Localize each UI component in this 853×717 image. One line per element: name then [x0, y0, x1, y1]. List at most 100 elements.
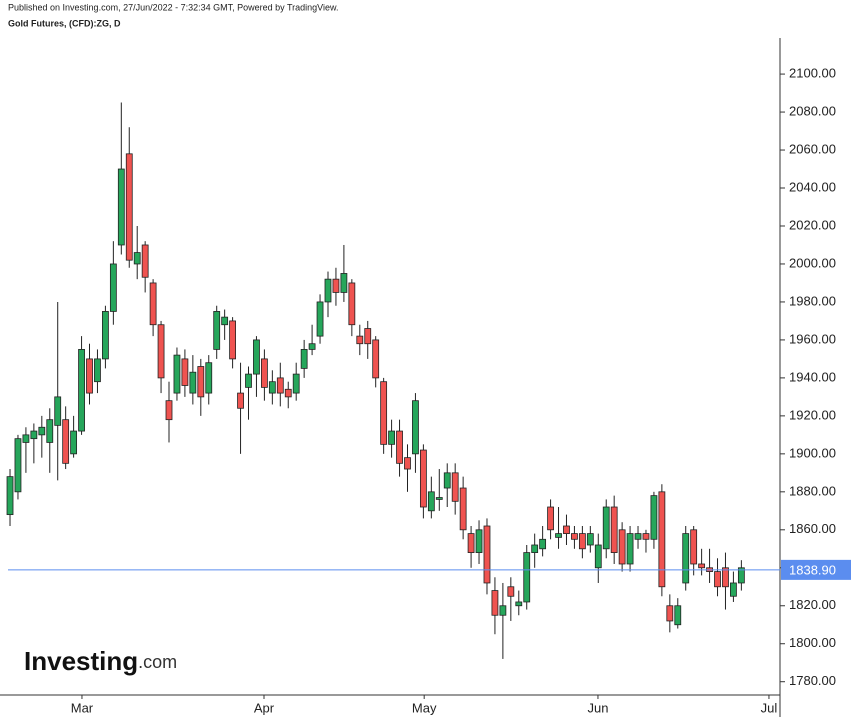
candle-body — [626, 533, 634, 565]
candle-body — [571, 533, 578, 540]
x-tick-label: Jul — [761, 700, 778, 715]
candle-body — [30, 430, 38, 440]
candle-body — [141, 244, 149, 278]
x-tick-label: May — [412, 700, 437, 715]
candle-body — [364, 328, 372, 345]
candle-body — [372, 339, 380, 379]
candle-body — [324, 278, 332, 303]
x-tick-label: Mar — [71, 700, 94, 715]
candle-body — [642, 533, 650, 540]
candle-body — [102, 311, 109, 360]
candle-body — [237, 392, 244, 409]
y-tick-label: 1940.00 — [789, 369, 836, 384]
candle-body — [435, 497, 443, 500]
logo-brand-text: Investing — [24, 646, 138, 676]
candle-body — [316, 301, 324, 337]
y-tick-label: 2040.00 — [789, 179, 836, 194]
y-tick-label: 1920.00 — [789, 407, 836, 422]
y-tick-label: 1860.00 — [789, 521, 836, 536]
candle-body — [594, 544, 602, 569]
y-tick-label: 2060.00 — [789, 141, 836, 156]
candle-body — [682, 533, 690, 584]
candle-body — [388, 430, 395, 445]
y-tick-label: 1820.00 — [789, 597, 836, 612]
candle-body — [54, 396, 62, 426]
candle-body — [117, 168, 125, 246]
y-tick-label: 2080.00 — [789, 103, 836, 118]
candle-body — [412, 400, 419, 455]
candle-body — [197, 366, 205, 398]
y-tick-label: 2020.00 — [789, 217, 836, 232]
candle-body — [515, 601, 523, 607]
candle-body — [332, 278, 340, 293]
candle-body — [459, 487, 467, 531]
candle-body — [563, 525, 570, 534]
candle-body — [292, 373, 300, 394]
candle-body — [467, 533, 475, 553]
candle-body — [722, 567, 729, 588]
candle-body — [221, 316, 229, 326]
y-tick-label: 1960.00 — [789, 331, 836, 346]
candle-body — [229, 320, 237, 360]
y-tick-label: 1980.00 — [789, 293, 836, 308]
candle-body — [300, 349, 308, 369]
candle-body — [356, 335, 364, 345]
candle-body — [109, 263, 117, 312]
candle-body — [78, 349, 85, 432]
candle-body — [523, 552, 531, 603]
candle-body — [125, 153, 133, 261]
candle-body — [555, 533, 562, 538]
y-tick-label: 1900.00 — [789, 445, 836, 460]
candle-body — [62, 419, 70, 464]
candle-body — [634, 533, 642, 540]
candle-body — [714, 571, 721, 588]
candle-body — [268, 381, 276, 394]
candle-body — [499, 605, 507, 616]
candle-body — [284, 388, 292, 398]
candle-body — [6, 476, 14, 516]
candle-body — [531, 544, 539, 553]
candle-body — [157, 324, 165, 379]
candle-body — [86, 358, 93, 394]
candle-body — [618, 529, 626, 565]
candle-body — [507, 586, 515, 597]
x-tick-label: Apr — [254, 700, 275, 715]
candle-body — [666, 605, 674, 622]
candle-body — [602, 506, 610, 550]
candle-body — [348, 282, 356, 326]
y-tick-label: 1780.00 — [789, 673, 836, 688]
chart-subtitle: Gold Futures, (CFD):ZG, D — [8, 18, 121, 28]
candle-body — [253, 339, 260, 375]
candle-body — [698, 563, 706, 569]
y-tick-label: 1880.00 — [789, 483, 836, 498]
candle-body — [578, 533, 586, 550]
candle-body — [94, 358, 101, 383]
candle-body — [427, 491, 435, 512]
candle-body — [38, 426, 46, 436]
candle-body — [396, 430, 403, 464]
candle-body — [451, 472, 459, 502]
candle-body — [340, 273, 348, 293]
y-tick-label: 2100.00 — [789, 66, 836, 81]
last-price-label: 1838.90 — [789, 562, 836, 577]
candle-body — [22, 434, 30, 443]
candle-body — [165, 400, 173, 421]
last-price-badge — [781, 559, 851, 580]
candle-body — [475, 529, 483, 553]
candle-body — [308, 343, 316, 350]
candle-body — [419, 449, 427, 508]
candle-body — [730, 582, 737, 597]
candle-body — [173, 354, 181, 394]
candle-body — [539, 538, 547, 550]
candle-body — [181, 358, 189, 386]
logo-suffix: .com — [138, 652, 177, 672]
x-tick-label: Jun — [587, 700, 608, 715]
chart-title: Published on Investing.com, 27/Jun/2022 … — [8, 2, 339, 12]
candle-body — [690, 529, 698, 565]
candle-body — [483, 525, 491, 584]
candle-body — [133, 252, 141, 265]
candle-body — [674, 605, 682, 626]
candle-body — [547, 506, 554, 531]
